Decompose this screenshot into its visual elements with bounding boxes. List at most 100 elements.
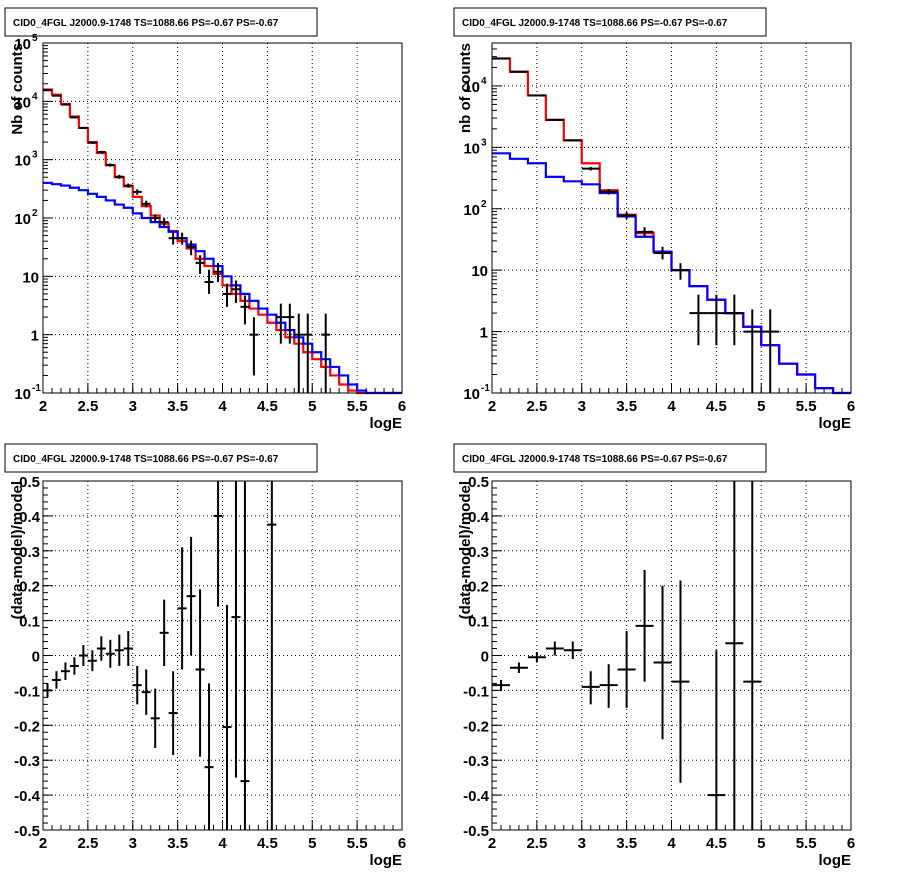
data-point [222,283,232,307]
y-tick-exponent: -1 [481,383,490,394]
data-point [231,280,241,303]
x-tick-label: 5 [308,835,316,852]
x-tick-label: 2 [488,835,496,852]
y-tick-label: 10 [22,269,39,286]
x-tick-label: 2.5 [77,398,98,415]
x-tick-label: 5 [308,398,316,415]
y-axis-title: Nb of counts [9,43,26,135]
y-tick-exponent: 2 [32,208,38,219]
x-tick-label: 6 [847,398,855,415]
data-point [653,246,672,260]
data-point [527,652,546,663]
x-axis-title: logE [819,852,852,869]
data-point [195,255,205,274]
data-point [707,650,726,830]
chart-title: CID0_4FGL J2000.9-1748 TS=1088.66 PS=-0.… [13,18,279,29]
y-tick-label: 10 [14,94,31,111]
x-tick-label: 4 [218,398,227,415]
x-tick-label: 5 [757,835,765,852]
data-point [545,641,564,656]
data-point [743,481,762,830]
histogram-series-2 [492,152,851,395]
y-tick-label: -0.4 [14,788,41,805]
data-point [51,671,61,689]
chart-panel-3: CID0_4FGL J2000.9-1748 TS=1088.66 PS=-0.… [4,443,406,869]
data-point [159,218,169,228]
data-point [222,604,232,830]
x-tick-label: 4.5 [257,398,278,415]
data-point [509,662,528,673]
data-point [671,263,690,280]
data-point [105,163,115,167]
x-tick-label: 5.5 [796,835,817,852]
data-point [599,188,618,195]
data-point [671,580,690,783]
data-point [132,665,142,705]
data-point [563,641,582,659]
x-tick-label: 5.5 [347,835,368,852]
y-tick-label: -0.2 [463,718,489,735]
x-axis-title: logE [370,415,403,432]
y-tick-label: 10 [14,153,31,170]
y-axis-title: nb of counts [457,43,474,133]
x-tick-label: 3 [578,398,586,415]
plot-frame [491,480,852,831]
data-point [177,547,187,670]
x-tick-label: 6 [847,835,855,852]
x-tick-label: 5.5 [347,398,368,415]
y-tick-label: 10 [14,36,31,53]
data-point [177,232,187,245]
y-tick-label: 0.2 [19,579,40,596]
data-point [707,294,726,346]
data-point [204,269,214,294]
x-tick-label: 3 [129,398,137,415]
y-tick-label: 10 [471,263,488,280]
y-tick-label: -0.1 [463,683,489,700]
data-point [123,183,133,188]
data-point [141,200,151,208]
y-tick-label: -0.4 [463,788,490,805]
data-point [69,116,79,119]
x-tick-label: 2.5 [526,398,547,415]
data-point [186,536,196,656]
data-point [43,89,52,92]
data-point [617,212,636,220]
x-tick-label: 4.5 [257,835,278,852]
data-point [96,150,106,154]
y-tick-label: 0.3 [19,544,40,561]
data-point [635,227,654,237]
x-tick-label: 4.5 [706,835,727,852]
x-tick-label: 3 [578,835,586,852]
histogram-series-2 [43,181,402,395]
data-point [78,645,88,666]
y-tick-label: 0.4 [19,509,41,526]
x-tick-label: 6 [398,835,406,852]
y-tick-label: 0.2 [468,579,489,596]
data-point [689,294,708,346]
chart-title-box [4,443,318,473]
data-point [105,639,115,668]
y-tick-label: 10 [14,211,31,228]
y-tick-label: 0.1 [19,614,40,631]
data-point [60,662,70,680]
y-tick-label: 10 [463,386,480,403]
x-axis-title: logE [819,415,852,432]
x-tick-label: 2 [39,398,47,415]
data-point [761,309,780,393]
data-point [294,313,304,393]
data-point [114,634,124,666]
data-point [617,631,636,708]
y-tick-label: 10 [463,202,480,219]
y-tick-label: 1 [31,328,39,345]
data-point [150,214,160,223]
data-point [141,669,151,715]
y-tick-label: -0.5 [463,823,489,840]
data-point [276,303,286,344]
x-tick-label: 3.5 [167,398,188,415]
y-tick-exponent: 4 [32,91,38,102]
data-point [581,671,600,705]
x-tick-label: 3 [129,835,137,852]
x-tick-label: 2.5 [77,835,98,852]
x-tick-label: 6 [398,398,406,415]
